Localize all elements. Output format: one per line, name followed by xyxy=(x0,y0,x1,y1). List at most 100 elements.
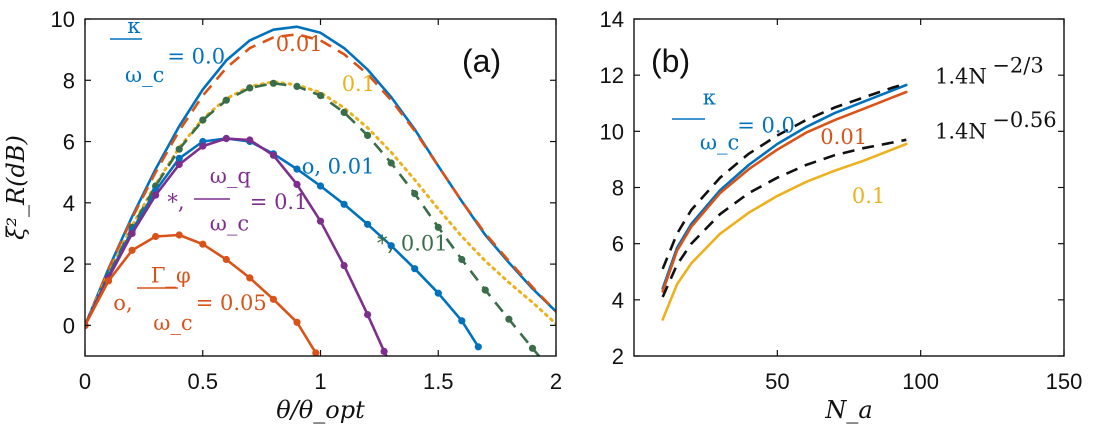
data-point xyxy=(246,84,254,92)
annotation-label: = 0.05 xyxy=(196,291,267,315)
x-axis-label: θ/θ_opt xyxy=(276,396,365,424)
data-point xyxy=(199,142,207,150)
y-tick-label: 0 xyxy=(63,313,75,338)
data-point xyxy=(199,116,207,124)
series-line-4 xyxy=(661,82,907,270)
annotation-label: −2/3 xyxy=(992,53,1043,77)
data-point xyxy=(458,255,466,264)
data-point xyxy=(316,182,325,190)
data-point xyxy=(269,295,277,303)
y-tick-label: 10 xyxy=(51,7,75,32)
y-axis-label: ξ²_R(dB) xyxy=(2,135,30,240)
annotation-label: o, 0.01 xyxy=(302,155,375,179)
x-tick-label: 0 xyxy=(79,369,91,394)
annotation-label: ω_c xyxy=(700,131,739,155)
annotation-label: ω_q xyxy=(210,164,251,188)
data-point xyxy=(340,108,348,116)
data-point xyxy=(222,255,230,264)
annotation-label: 1.4N xyxy=(935,119,987,143)
data-point xyxy=(505,315,513,323)
data-point xyxy=(316,92,325,100)
data-point xyxy=(411,190,419,198)
series-line-3 xyxy=(661,142,908,321)
y-tick-label: 12 xyxy=(600,63,624,88)
annotation-label: 0.1 xyxy=(852,184,885,208)
series-line-2 xyxy=(661,90,908,293)
y-tick-label: 6 xyxy=(612,232,624,257)
data-point xyxy=(481,286,489,294)
data-point xyxy=(340,200,348,208)
annotation-label: ω_c xyxy=(210,211,249,235)
data-point xyxy=(152,232,160,241)
x-tick-label: 150 xyxy=(1046,369,1083,394)
annotation-label: *, 0.01 xyxy=(377,231,448,255)
data-point xyxy=(175,231,183,239)
data-point xyxy=(175,154,183,162)
data-point xyxy=(340,262,348,270)
panel-a-chart: 0 0.5 1 1.5 20246810θ/θ_optξ²_R(dB)(a)κω_c= … xyxy=(2,7,562,424)
data-point xyxy=(364,131,372,139)
y-tick-label: 6 xyxy=(63,130,75,155)
data-point xyxy=(316,217,325,225)
x-axis-label: N_a xyxy=(824,396,872,424)
annotation-label: −0.56 xyxy=(992,108,1056,132)
data-point xyxy=(293,318,301,326)
data-point xyxy=(128,246,136,254)
x-tick-label: 0.5 xyxy=(187,369,218,394)
annotation-label: κ xyxy=(703,86,716,110)
data-point xyxy=(222,96,230,104)
panel-label: (b) xyxy=(651,43,690,79)
annotation-label: κ xyxy=(127,14,140,38)
series-line-5 xyxy=(661,138,907,298)
data-point xyxy=(246,274,254,282)
x-tick-label: 50 xyxy=(765,369,789,394)
annotation-label: = 0.0 xyxy=(167,44,225,68)
annotation-label: = 0.0 xyxy=(737,114,795,138)
annotation-label: ω_c xyxy=(125,63,164,87)
data-point xyxy=(175,160,183,169)
data-point xyxy=(380,347,388,355)
annotation-label: 1.4N xyxy=(935,65,987,89)
series-group xyxy=(85,25,556,356)
x-tick-label: 100 xyxy=(902,369,939,394)
y-tick-label: 2 xyxy=(612,344,624,369)
data-point xyxy=(411,265,419,273)
y-tick-label: 14 xyxy=(600,7,624,32)
annotation-label: o, xyxy=(113,291,132,315)
data-point xyxy=(199,240,207,248)
data-point xyxy=(364,311,372,319)
data-point xyxy=(293,165,301,173)
y-tick-label: 10 xyxy=(600,119,624,144)
series-group xyxy=(661,82,908,321)
data-point xyxy=(528,344,537,352)
data-point xyxy=(387,159,395,167)
panel-b-chart: 50 100 150 2 4 6 8 10 12 14 N_a (b) κ ω_c= 0.0 0.01 0.1… xyxy=(600,7,1083,424)
annotation-label: Γ_φ xyxy=(151,264,191,288)
data-point xyxy=(222,134,230,143)
x-tick-label: 1.5 xyxy=(423,369,454,394)
y-tick-label: 8 xyxy=(612,176,624,201)
annotation-label: ω_c xyxy=(153,311,192,335)
data-point xyxy=(104,277,113,285)
data-point xyxy=(152,191,160,199)
data-point xyxy=(175,145,183,153)
x-tick-label: 2 xyxy=(550,369,562,394)
data-point xyxy=(293,180,301,188)
data-point xyxy=(364,220,372,228)
data-point xyxy=(269,151,277,159)
series-line-5 xyxy=(85,137,480,349)
data-point xyxy=(387,242,395,250)
y-tick-label: 8 xyxy=(63,68,75,93)
annotation-label: = 0.1 xyxy=(250,190,308,214)
series-line-3 xyxy=(85,80,556,327)
annotation-label: 0.1 xyxy=(342,72,375,96)
y-tick-label: 4 xyxy=(63,191,75,216)
panel-label: (a) xyxy=(462,43,501,79)
data-point xyxy=(474,343,482,351)
data-point xyxy=(246,136,254,144)
data-point xyxy=(293,82,301,90)
y-tick-label: 2 xyxy=(63,252,75,277)
y-tick-label: 4 xyxy=(612,288,624,313)
annotation-label: *, xyxy=(167,190,184,214)
